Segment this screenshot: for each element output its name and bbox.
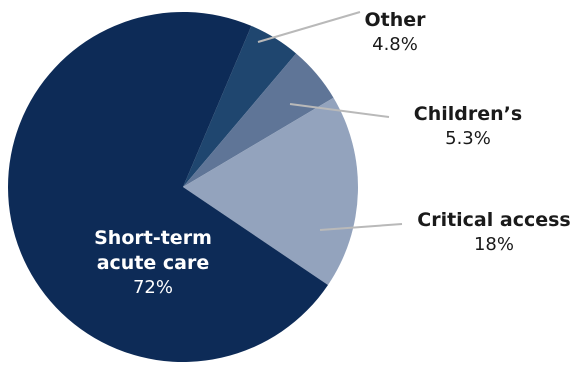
leader-line-other (257, 11, 361, 43)
slice-label-other: Other 4.8% (364, 9, 426, 55)
slice-label-critical-access: Critical access 18% (417, 209, 570, 255)
slice-value-other: 4.8% (372, 34, 418, 55)
slice-value-short-term-acute-care: 72% (133, 277, 173, 298)
slice-label-children-s: Children’s 5.3% (414, 103, 522, 149)
slice-name-children-s: Children’s (414, 103, 522, 125)
slice-name-other: Other (364, 9, 426, 31)
pie-slice-critical-access (183, 97, 358, 286)
slice-value-critical-access: 18% (474, 234, 514, 255)
slice-label-short-term-acute-care: Short-term acute care 72% (94, 227, 212, 298)
pie-slice-other (183, 25, 297, 187)
leader-line-children-s (289, 103, 390, 118)
pie-slice-short-term-acute-care (8, 11, 328, 362)
slice-name-critical-access: Critical access (417, 209, 570, 231)
slice-name-short-term-acute-care-line-2: acute care (97, 252, 210, 274)
pie-slice-children-s (183, 53, 334, 188)
slice-value-children-s: 5.3% (445, 128, 491, 149)
slice-name-short-term-acute-care-line-1: Short-term (94, 227, 212, 249)
leader-line-critical-access (319, 223, 403, 231)
